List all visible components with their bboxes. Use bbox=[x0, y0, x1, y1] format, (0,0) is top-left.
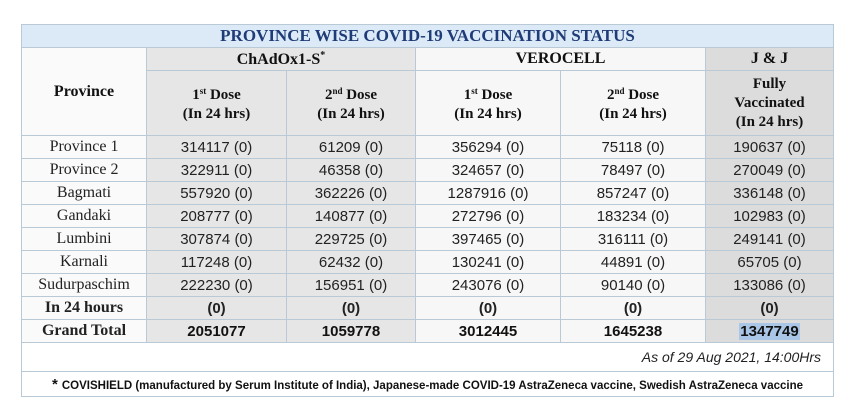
province-name: Gandaki bbox=[21, 204, 147, 228]
jj-fully-total[interactable]: 1347749 bbox=[739, 322, 800, 340]
grand-total-label: Grand Total bbox=[21, 319, 147, 343]
table-row: Karnali 117248 (0) 62432 (0) 130241 (0) … bbox=[21, 250, 835, 274]
group-chadox-mark: * bbox=[320, 49, 326, 61]
province-name: Bagmati bbox=[21, 181, 147, 205]
verocell-dose2-value: 44891 (0) bbox=[560, 250, 706, 274]
group-header-verocell: VEROCELL bbox=[415, 47, 706, 71]
verocell-dose2-header: 2nd Dose (In 24 hrs) bbox=[560, 70, 706, 136]
in-24-hours-row: In 24 hours (0) (0) (0) (0) (0) bbox=[21, 296, 835, 320]
verocell-dose2-value: 316111 (0) bbox=[560, 227, 706, 251]
chadox-dose2-header: 2nd Dose (In 24 hrs) bbox=[286, 70, 416, 136]
province-name: Province 1 bbox=[21, 135, 147, 159]
jj-fully-value: 336148 (0) bbox=[704, 181, 835, 205]
verocell-dose2-value: 75118 (0) bbox=[560, 135, 706, 159]
chadox-dose2-value: 156951 (0) bbox=[286, 273, 416, 297]
chadox-dose1-total: 2051077 bbox=[146, 319, 287, 343]
province-name: Karnali bbox=[21, 250, 147, 274]
verocell-dose2-value: 78497 (0) bbox=[560, 158, 706, 182]
chadox-dose1-24h: (0) bbox=[146, 296, 287, 320]
jj-fully-value: 133086 (0) bbox=[704, 273, 835, 297]
table-row: Lumbini 307874 (0) 229725 (0) 397465 (0)… bbox=[21, 227, 835, 251]
group-header-jj: J & J bbox=[704, 47, 835, 71]
table-row: Province 2 322911 (0) 46358 (0) 324657 (… bbox=[21, 158, 835, 182]
grand-total-row: Grand Total 2051077 1059778 3012445 1645… bbox=[21, 319, 835, 343]
verocell-dose2-value: 857247 (0) bbox=[560, 181, 706, 205]
verocell-dose1-value: 356294 (0) bbox=[415, 135, 561, 159]
verocell-dose1-value: 397465 (0) bbox=[415, 227, 561, 251]
province-name: Province 2 bbox=[21, 158, 147, 182]
province-header: Province bbox=[21, 47, 147, 136]
verocell-dose2-24h: (0) bbox=[560, 296, 706, 320]
group-chadox-label: ChAdOx1-S bbox=[236, 50, 321, 68]
table-row: Province 1 314117 (0) 61209 (0) 356294 (… bbox=[21, 135, 835, 159]
verocell-dose1-header: 1st Dose (In 24 hrs) bbox=[415, 70, 561, 136]
chadox-dose1-header: 1st Dose (In 24 hrs) bbox=[146, 70, 287, 136]
jj-fully-value: 102983 (0) bbox=[704, 204, 835, 228]
table-title: PROVINCE WISE COVID-19 VACCINATION STATU… bbox=[20, 24, 835, 48]
as-of-timestamp: As of 29 Aug 2021, 14:00Hrs bbox=[20, 342, 835, 372]
verocell-dose2-total: 1645238 bbox=[560, 319, 706, 343]
verocell-dose1-total: 3012445 bbox=[415, 319, 561, 343]
jj-fully-value: 270049 (0) bbox=[704, 158, 835, 182]
chadox-dose2-total: 1059778 bbox=[286, 319, 416, 343]
chadox-dose2-value: 362226 (0) bbox=[286, 181, 416, 205]
chadox-dose2-value: 229725 (0) bbox=[286, 227, 416, 251]
footnote-text: COVISHIELD (manufactured by Serum Instit… bbox=[61, 379, 803, 392]
jj-fully-value: 65705 (0) bbox=[704, 250, 835, 274]
verocell-dose1-24h: (0) bbox=[415, 296, 561, 320]
chadox-dose1-value: 322911 (0) bbox=[146, 158, 287, 182]
province-name: Lumbini bbox=[21, 227, 147, 251]
jj-fully-total-cell: 1347749 bbox=[704, 319, 835, 343]
chadox-dose2-value: 46358 (0) bbox=[286, 158, 416, 182]
table-row: Bagmati 557920 (0) 362226 (0) 1287916 (0… bbox=[21, 181, 835, 205]
chadox-dose1-value: 314117 (0) bbox=[146, 135, 287, 159]
verocell-dose2-value: 90140 (0) bbox=[560, 273, 706, 297]
chadox-dose1-value: 208777 (0) bbox=[146, 204, 287, 228]
chadox-dose2-value: 62432 (0) bbox=[286, 250, 416, 274]
in-24-hours-label: In 24 hours bbox=[21, 296, 147, 320]
vaccination-status-table-container: PROVINCE WISE COVID-19 VACCINATION STATU… bbox=[20, 24, 835, 397]
jj-fully-value: 190637 (0) bbox=[704, 135, 835, 159]
chadox-dose2-24h: (0) bbox=[286, 296, 416, 320]
verocell-dose1-value: 272796 (0) bbox=[415, 204, 561, 228]
verocell-dose1-value: 130241 (0) bbox=[415, 250, 561, 274]
verocell-dose1-value: 1287916 (0) bbox=[415, 181, 561, 205]
chadox-dose1-value: 307874 (0) bbox=[146, 227, 287, 251]
jj-fully-24h: (0) bbox=[704, 296, 835, 320]
jj-fully-value: 249141 (0) bbox=[704, 227, 835, 251]
footnote: * COVISHIELD (manufactured by Serum Insti… bbox=[20, 371, 835, 397]
verocell-dose1-value: 243076 (0) bbox=[415, 273, 561, 297]
chadox-dose1-value: 222230 (0) bbox=[146, 273, 287, 297]
jj-fully-vaccinated-header: Fully Vaccinated (In 24 hrs) bbox=[704, 70, 835, 136]
group-header-chadox: ChAdOx1-S* bbox=[146, 47, 416, 71]
verocell-dose1-value: 324657 (0) bbox=[415, 158, 561, 182]
chadox-dose1-value: 557920 (0) bbox=[146, 181, 287, 205]
verocell-dose2-value: 183234 (0) bbox=[560, 204, 706, 228]
table-row: Gandaki 208777 (0) 140877 (0) 272796 (0)… bbox=[21, 204, 835, 228]
chadox-dose1-value: 117248 (0) bbox=[146, 250, 287, 274]
province-name: Sudurpaschim bbox=[21, 273, 147, 297]
table-row: Sudurpaschim 222230 (0) 156951 (0) 24307… bbox=[21, 273, 835, 297]
footnote-star: * bbox=[52, 375, 58, 393]
vaccination-status-table: PROVINCE WISE COVID-19 VACCINATION STATU… bbox=[20, 24, 835, 397]
chadox-dose2-value: 61209 (0) bbox=[286, 135, 416, 159]
chadox-dose2-value: 140877 (0) bbox=[286, 204, 416, 228]
